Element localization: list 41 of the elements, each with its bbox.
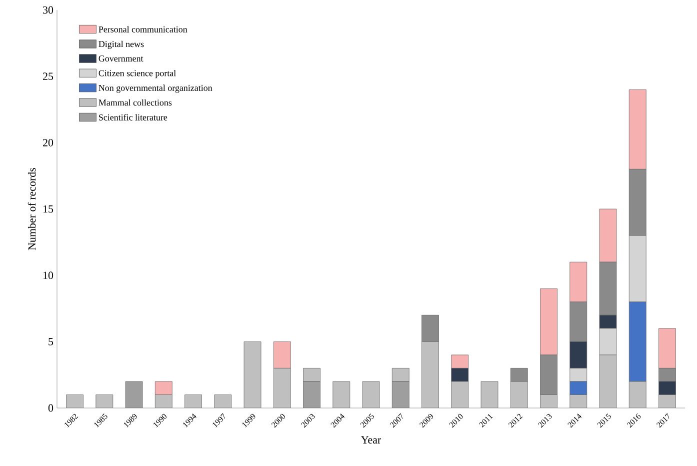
bar: [392, 368, 410, 382]
bar: [510, 368, 528, 382]
bar: [570, 394, 587, 408]
y-tick-label: 5: [48, 338, 54, 346]
y-tick-label: 10: [43, 272, 54, 280]
bar: [244, 341, 262, 408]
bar: [422, 341, 439, 408]
bar: [451, 381, 469, 408]
bar: [628, 381, 646, 408]
legend-label: Digital news: [98, 40, 144, 49]
bar: [273, 368, 291, 408]
legend-label: Government: [98, 56, 144, 62]
bar: [510, 381, 528, 408]
bar: [155, 394, 172, 408]
bar: [214, 394, 232, 408]
x-axis-title: Year: [361, 436, 382, 444]
bar: [154, 381, 172, 395]
y-tick-label: 20: [43, 138, 54, 146]
bar: [392, 381, 410, 408]
bar: [125, 381, 143, 408]
bar: [362, 381, 380, 408]
y-axis-title: Number of records: [28, 168, 36, 250]
bar: [599, 354, 617, 408]
bar: [332, 381, 350, 408]
bar: [66, 394, 84, 408]
bar: [540, 394, 558, 408]
bar: [658, 394, 676, 408]
bar: [303, 381, 320, 408]
legend-label: Scientific literature: [99, 114, 168, 120]
y-tick-label: 30: [43, 6, 54, 14]
y-tick-label: 15: [43, 205, 54, 213]
bar: [303, 368, 320, 382]
bar: [480, 381, 498, 408]
y-tick-label: 0: [48, 404, 54, 412]
bar: [184, 394, 202, 408]
legend-label: Citizen science portal: [98, 70, 176, 78]
y-tick-label: 25: [43, 72, 54, 80]
legend-label: Mammal collections: [98, 99, 172, 106]
bar: [96, 394, 113, 408]
legend-label: Personal communication: [98, 26, 188, 32]
legend-label: Non governmental organization: [98, 84, 212, 93]
